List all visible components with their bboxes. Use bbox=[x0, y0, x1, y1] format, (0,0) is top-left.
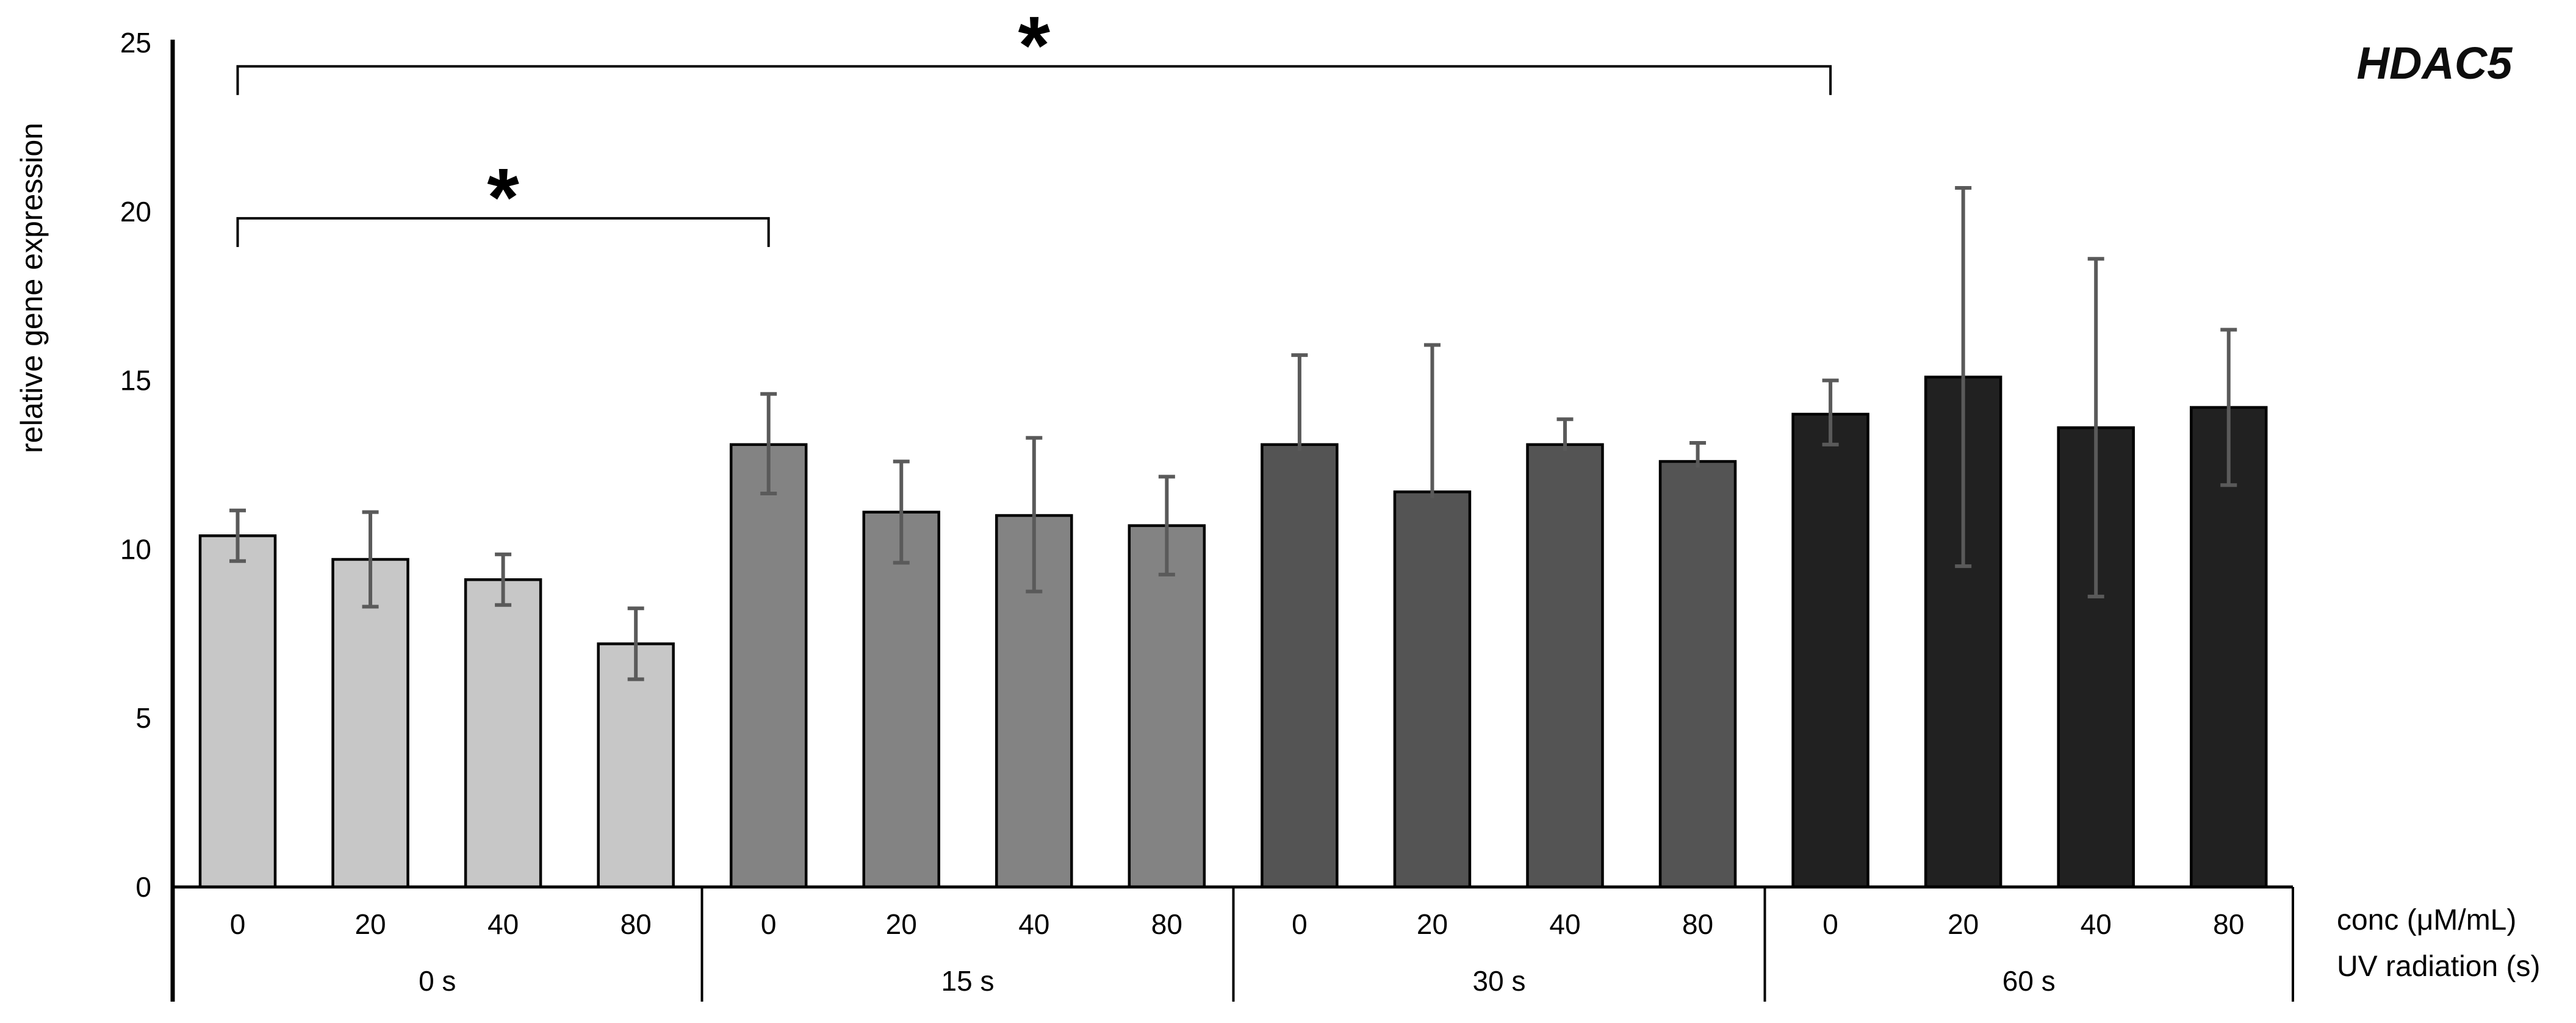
y-tick-label: 5 bbox=[135, 702, 151, 734]
bar bbox=[198, 534, 277, 889]
group-uv-label: 60 s bbox=[2002, 965, 2056, 997]
bar bbox=[464, 578, 542, 889]
significance-asterisk: * bbox=[1018, 0, 1051, 92]
y-tick-label: 15 bbox=[120, 365, 151, 397]
bar bbox=[862, 511, 940, 889]
significance-bracket bbox=[236, 217, 770, 247]
bar bbox=[1791, 412, 1869, 889]
bar bbox=[1261, 443, 1339, 889]
chart-title: HDAC5 bbox=[2356, 38, 2513, 88]
bar bbox=[1526, 443, 1604, 889]
bar-conc-label: 20 bbox=[1417, 908, 1448, 940]
bar bbox=[1393, 490, 1472, 889]
bar bbox=[2057, 426, 2135, 889]
bar-conc-label: 80 bbox=[1682, 908, 1713, 940]
bar-conc-label: 80 bbox=[2213, 908, 2244, 940]
bar bbox=[597, 642, 675, 889]
group-uv-label: 30 s bbox=[1473, 965, 1526, 997]
bar-conc-label: 40 bbox=[1018, 908, 1049, 940]
bar-conc-label: 0 bbox=[1292, 908, 1308, 940]
y-axis-title: relative gene expression bbox=[15, 123, 49, 453]
x-row-label-conc: conc (μM/mL) bbox=[2337, 904, 2517, 936]
bar bbox=[1658, 460, 1737, 889]
bar-conc-label: 0 bbox=[230, 908, 246, 940]
bar-conc-label: 20 bbox=[1948, 908, 1979, 940]
bar bbox=[1128, 524, 1206, 889]
bar-conc-label: 40 bbox=[487, 908, 519, 940]
bar-conc-label: 80 bbox=[621, 908, 652, 940]
bar-conc-label: 40 bbox=[1549, 908, 1580, 940]
y-tick-label: 25 bbox=[120, 27, 151, 59]
bar-conc-label: 0 bbox=[761, 908, 777, 940]
y-tick-label: 0 bbox=[135, 871, 151, 903]
bar-conc-label: 20 bbox=[354, 908, 386, 940]
y-tick-label: 10 bbox=[120, 533, 151, 565]
significance-asterisk: * bbox=[487, 151, 519, 243]
group-uv-label: 15 s bbox=[941, 965, 995, 997]
y-tick-label: 20 bbox=[120, 196, 151, 228]
bar-conc-label: 40 bbox=[2081, 908, 2112, 940]
bar-conc-label: 80 bbox=[1151, 908, 1182, 940]
x-row-label-uv: UV radiation (s) bbox=[2337, 950, 2541, 983]
group-uv-label: 0 s bbox=[419, 965, 456, 997]
bar bbox=[729, 443, 808, 889]
bar-conc-label: 0 bbox=[1822, 908, 1838, 940]
bar bbox=[331, 558, 409, 889]
significance-bracket bbox=[236, 65, 1832, 95]
bar-conc-label: 20 bbox=[886, 908, 917, 940]
